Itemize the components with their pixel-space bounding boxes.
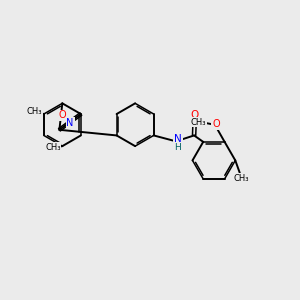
- Text: CH₃: CH₃: [191, 118, 206, 127]
- Text: O: O: [190, 110, 199, 120]
- Text: CH₃: CH₃: [45, 143, 61, 152]
- Text: CH₃: CH₃: [233, 174, 249, 183]
- Text: CH₃: CH₃: [26, 106, 42, 116]
- Text: N: N: [174, 134, 182, 144]
- Text: H: H: [174, 143, 181, 152]
- Text: N: N: [66, 118, 74, 128]
- Text: O: O: [58, 110, 66, 120]
- Text: O: O: [212, 119, 220, 129]
